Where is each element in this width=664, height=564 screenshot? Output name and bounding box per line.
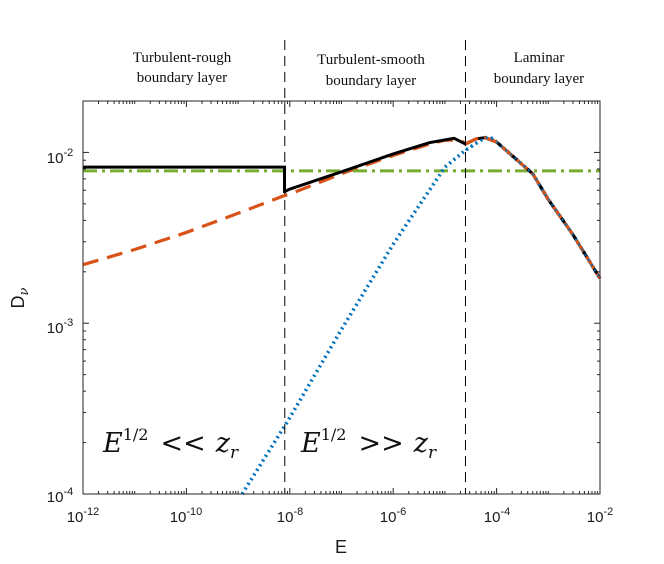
region-label-laminar-line2: boundary layer — [494, 71, 584, 87]
annotation-rough-condition: E1/2 << zr — [102, 425, 239, 463]
annotation-smooth-condition: E1/2 >> zr — [300, 425, 437, 463]
y-tick-labels: 10-2 10-3 10-4 — [47, 147, 73, 506]
axis-ticks — [82, 100, 601, 495]
region-label-laminar-line1: Laminar — [514, 50, 565, 66]
y-axis-label: Dν — [8, 287, 32, 308]
region-label-rough-line1: Turbulent-rough — [133, 50, 232, 66]
x-tick-label-1e-2: 10-2 — [587, 506, 613, 526]
x-tick-label-1e-6: 10-6 — [380, 506, 406, 526]
series-line-laminar-overlay — [464, 136, 601, 279]
x-axis-label: E — [335, 537, 347, 557]
y-tick-label-1e-3: 10-3 — [47, 317, 73, 337]
x-tick-label-1e-12: 10-12 — [67, 506, 100, 526]
region-label-rough-line2: boundary layer — [137, 70, 227, 86]
x-tick-label-1e-4: 10-4 — [484, 506, 510, 526]
region-label-smooth-line2: boundary layer — [326, 73, 416, 89]
x-tick-label-1e-10: 10-10 — [170, 506, 203, 526]
x-tick-labels: 10-12 10-10 10-8 10-6 10-4 10-2 — [67, 506, 614, 526]
y-tick-label-1e-4: 10-4 — [47, 486, 73, 506]
region-label-smooth-line1: Turbulent-smooth — [317, 52, 425, 68]
y-tick-label-1e-2: 10-2 — [47, 147, 73, 167]
x-tick-label-1e-8: 10-8 — [277, 506, 303, 526]
